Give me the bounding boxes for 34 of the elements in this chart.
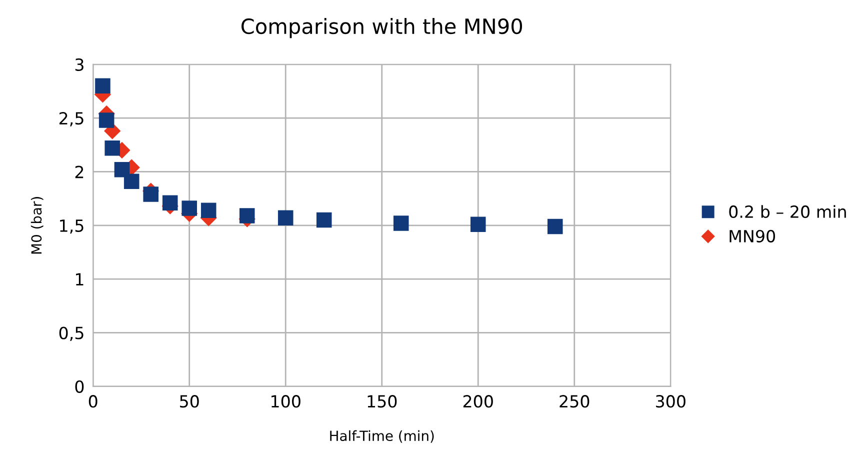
x-tick-label: 250	[560, 395, 590, 408]
point	[182, 200, 197, 216]
point	[98, 112, 114, 128]
x-tick-label: 100	[272, 395, 300, 408]
x-tick-label: 200	[463, 395, 493, 408]
y-tick-label: 1,5	[60, 220, 84, 234]
point	[143, 186, 158, 202]
y-tick-label: 3	[75, 58, 84, 71]
y-tick-label: 0	[75, 380, 84, 393]
point	[470, 216, 486, 232]
point	[162, 195, 178, 210]
point	[393, 216, 409, 231]
y-axis-title: M0 (bar)	[30, 197, 44, 254]
point	[278, 210, 294, 226]
point	[104, 140, 120, 156]
x-tick-label: 150	[368, 395, 397, 408]
legend-label: MN90	[730, 230, 776, 242]
x-axis-title: Half-Time (min)	[330, 430, 434, 443]
legend-label: 0.2 b – 20 min	[729, 205, 846, 218]
point	[114, 162, 130, 178]
y-tick-label: 2	[75, 166, 84, 178]
point	[124, 174, 140, 190]
x-tick-label: 0	[88, 395, 98, 408]
point	[239, 208, 255, 224]
chart-title: Comparison with the MN90	[242, 18, 522, 38]
y-tick-label: 1	[76, 273, 84, 286]
point	[547, 218, 563, 234]
x-tick-label: 50	[180, 395, 199, 408]
y-tick-label: 0,5	[59, 326, 84, 342]
y-tick-label: 2,5	[59, 112, 84, 126]
x-tick-label: 300	[656, 395, 686, 408]
point	[95, 78, 110, 94]
point	[200, 202, 216, 218]
point	[316, 212, 332, 228]
